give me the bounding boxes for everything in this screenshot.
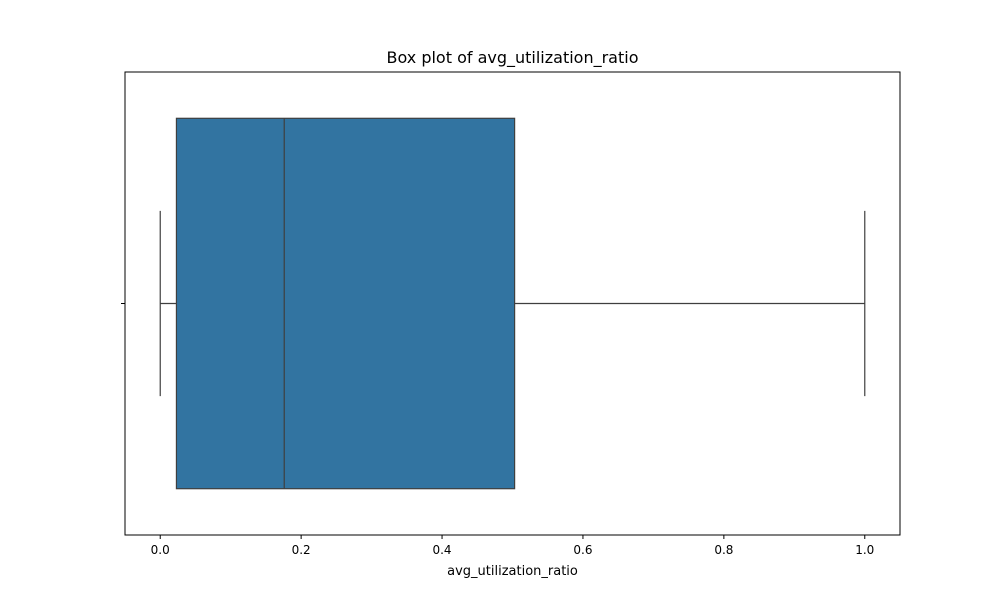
x-axis-ticks: 0.0 0.2 0.4 0.6 0.8 1.0 (151, 535, 874, 557)
iqr-box (175, 117, 516, 490)
x-tick-label: 0.4 (432, 543, 451, 557)
x-tick-label: 0.6 (573, 543, 592, 557)
axes-frame (124, 71, 901, 536)
x-tick-label: 1.0 (855, 543, 874, 557)
x-tick-label: 0.0 (151, 543, 170, 557)
x-tick-label: 0.2 (292, 543, 311, 557)
x-axis-label: avg_utilization_ratio (447, 564, 578, 579)
chart-title: Box plot of avg_utilization_ratio (386, 48, 638, 68)
plot-area (121, 117, 866, 490)
x-tick-label: 0.8 (714, 543, 733, 557)
